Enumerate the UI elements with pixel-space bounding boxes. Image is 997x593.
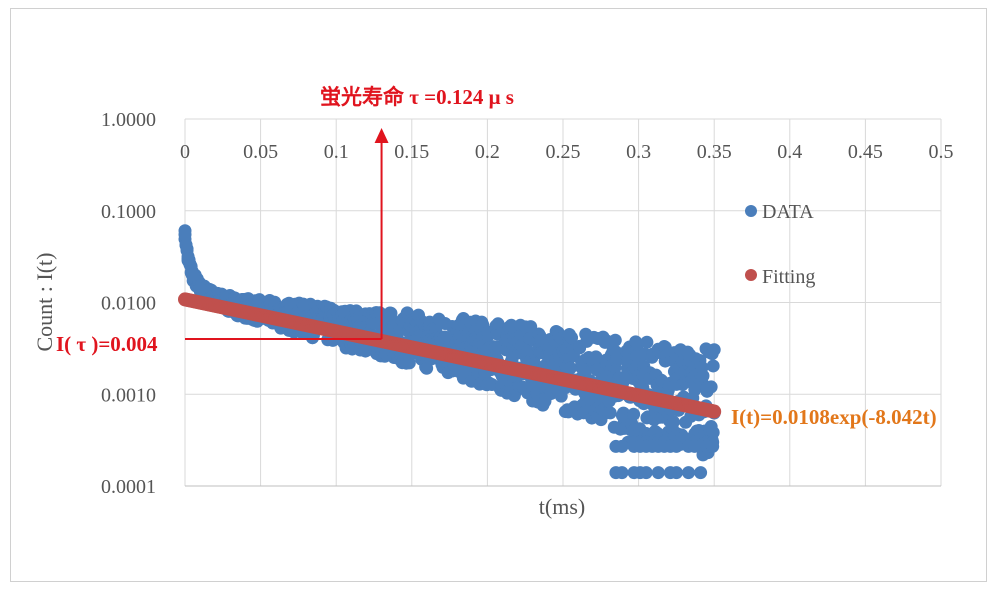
legend-marker-data — [745, 205, 757, 217]
data-point — [640, 335, 654, 349]
data-point — [639, 466, 653, 480]
data-point — [707, 343, 721, 357]
data-point — [681, 466, 695, 480]
data-point — [669, 439, 683, 453]
data-point — [627, 407, 641, 421]
x-tick-label: 0.35 — [697, 141, 732, 163]
x-tick-label: 0 — [180, 141, 190, 163]
tau-arrowhead — [374, 128, 389, 143]
lifetime-annotation: 蛍光寿命 τ =0.124 μ s — [320, 85, 514, 109]
y-tick-label: 0.0010 — [101, 384, 156, 406]
data-point — [696, 369, 710, 383]
x-tick-label: 0.5 — [929, 141, 954, 163]
x-tick-label: 0.4 — [777, 141, 802, 163]
data-point — [178, 228, 192, 242]
legend-marker-fitting — [745, 269, 757, 281]
data-point — [186, 268, 200, 282]
data-point — [706, 359, 720, 373]
data-point — [491, 317, 505, 331]
fitting-series — [178, 292, 722, 419]
x-tick-label: 0.25 — [546, 141, 581, 163]
data-point — [603, 406, 617, 420]
intensity-annotation: I( τ )=0.004 — [56, 332, 158, 356]
x-tick-label: 0.05 — [243, 141, 278, 163]
data-point — [651, 466, 665, 480]
y-tick-labels: 1.0000 0.1000 0.0100 0.0010 0.0001 — [101, 109, 156, 498]
fitting-point — [707, 404, 722, 419]
legend: DATA Fitting — [745, 201, 815, 288]
data-point — [534, 333, 548, 347]
data-point — [615, 439, 629, 453]
data-point — [564, 331, 578, 345]
data-point — [706, 426, 720, 440]
legend-label-data: DATA — [762, 201, 814, 223]
data-point — [669, 466, 683, 480]
equation-annotation: I(t)=0.0108exp(-8.042t) — [731, 405, 937, 429]
legend-label-fitting: Fitting — [762, 266, 815, 288]
y-tick-label: 1.0000 — [101, 109, 156, 131]
y-tick-label: 0.0100 — [101, 293, 156, 315]
y-tick-label: 0.0001 — [101, 476, 156, 498]
data-point — [706, 439, 720, 453]
x-tick-labels: 0 0.05 0.1 0.15 0.2 0.25 0.3 0.35 0.4 0.45 0.5 — [180, 141, 954, 163]
data-point — [704, 380, 718, 394]
y-tick-label: 0.1000 — [101, 201, 156, 223]
data-point — [181, 252, 195, 266]
data-point — [615, 466, 629, 480]
x-axis-title: t(ms) — [539, 494, 585, 519]
data-point — [666, 415, 680, 429]
x-tick-label: 0.3 — [626, 141, 651, 163]
data-point — [608, 333, 622, 347]
data-point — [563, 361, 577, 375]
data-point — [694, 466, 708, 480]
x-tick-label: 0.15 — [394, 141, 429, 163]
x-tick-label: 0.2 — [475, 141, 500, 163]
annotation-lines — [185, 128, 389, 341]
y-axis-title: Count : I(t) — [32, 253, 57, 352]
data-point — [193, 282, 207, 296]
x-tick-label: 0.1 — [324, 141, 349, 163]
x-tick-label: 0.45 — [848, 141, 883, 163]
